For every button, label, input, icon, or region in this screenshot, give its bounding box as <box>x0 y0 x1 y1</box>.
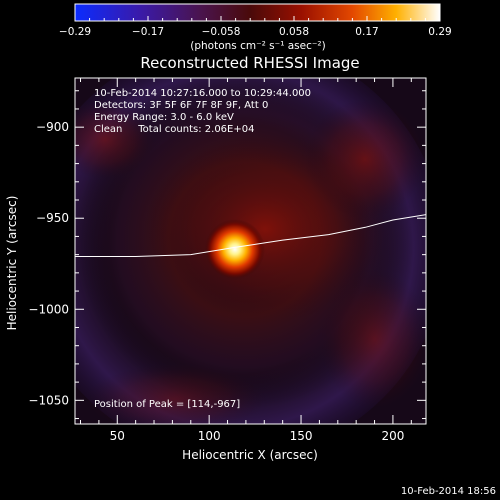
emission-peak <box>204 219 265 280</box>
x-axis-label: Heliocentric X (arcsec) <box>182 448 318 462</box>
x-tick-label: 100 <box>198 429 221 443</box>
x-tick-label: 150 <box>290 429 313 443</box>
plot-image <box>75 78 426 424</box>
axis-ticks: 50 100 150 200 −900 −950 −1000 −1050 <box>28 78 426 443</box>
info-line-detectors: Detectors: 3F 5F 6F 7F 8F 9F, Att 0 <box>94 100 268 111</box>
x-tick-label: 50 <box>110 429 125 443</box>
colorbar-tick-label: 0.17 <box>355 26 378 38</box>
info-line-energy: Energy Range: 3.0 - 6.0 keV <box>94 112 234 123</box>
colorbar-tick-label: −0.29 <box>59 26 91 38</box>
plot-frame <box>74 77 427 425</box>
x-tick-label: 200 <box>381 429 404 443</box>
y-tick-label: −1050 <box>28 393 69 407</box>
y-tick-label: −1000 <box>28 302 69 316</box>
colorbar-tick-label: 0.29 <box>428 26 451 38</box>
peak-position-label: Position of Peak = [114,-967] <box>94 399 240 410</box>
colorbar <box>74 3 441 22</box>
colorbar-unit-label: (photons cm⁻² s⁻¹ asec⁻²) <box>190 40 325 52</box>
colorbar-tick-label: −0.058 <box>202 26 241 38</box>
colorbar-tick-label: 0.058 <box>279 26 309 38</box>
colorbar-tick-label: −0.17 <box>132 26 164 38</box>
y-tick-label: −900 <box>36 120 69 134</box>
solar-limb-curve <box>75 214 426 257</box>
chart-title: Reconstructed RHESSI Image <box>140 54 359 72</box>
info-line-counts: Clean Total counts: 2.06E+04 <box>94 124 254 135</box>
colorbar-ticks: −0.29 −0.17 −0.058 0.058 0.17 0.29 <box>59 16 452 38</box>
info-line-time: 10-Feb-2014 10:27:16.000 to 10:29:44.000 <box>94 88 311 99</box>
info-block: 10-Feb-2014 10:27:16.000 to 10:29:44.000… <box>94 88 311 135</box>
y-axis-label: Heliocentric Y (arcsec) <box>5 196 19 331</box>
footer-timestamp: 10-Feb-2014 18:56 <box>401 486 496 497</box>
y-tick-label: −950 <box>36 211 69 225</box>
